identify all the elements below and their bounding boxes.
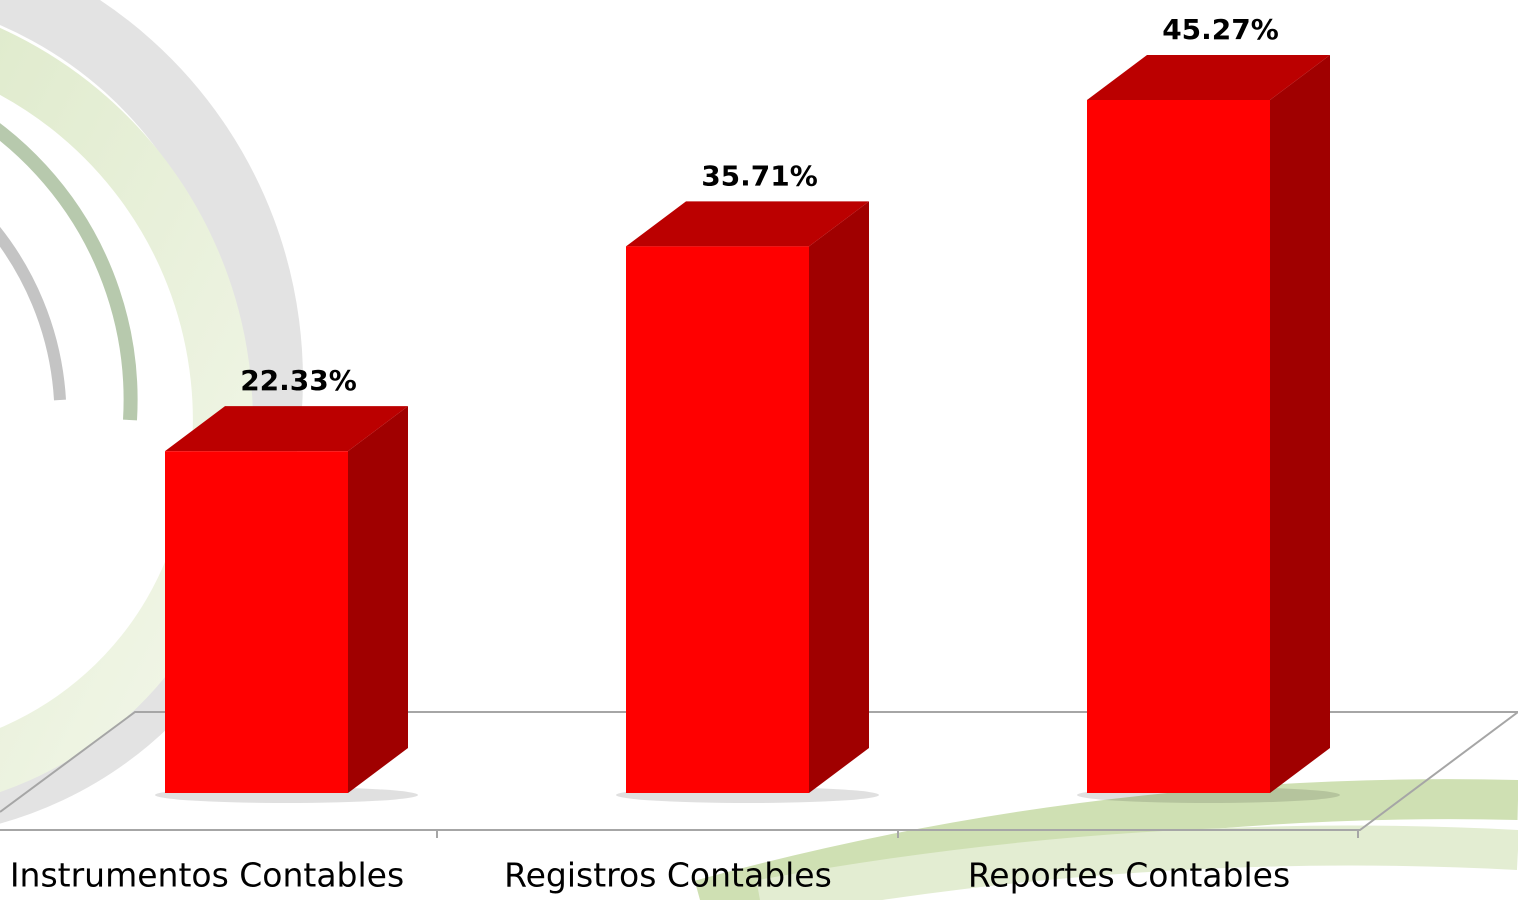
bar-top — [1087, 55, 1330, 100]
data-label: 22.33% — [240, 364, 357, 397]
bar — [1087, 100, 1270, 793]
bar-side — [1270, 55, 1330, 793]
x-tick-label: Instrumentos Contables — [10, 856, 404, 895]
bar-top — [165, 406, 408, 452]
x-tick-label: Reportes Contables — [968, 856, 1290, 895]
bar — [165, 451, 348, 793]
data-label: 35.71% — [701, 159, 818, 192]
data-label: 45.27% — [1162, 13, 1279, 46]
x-tick-label: Registros Contables — [504, 856, 832, 895]
floor — [0, 711, 1518, 838]
bar-side — [348, 406, 408, 793]
bar-top — [626, 201, 869, 247]
bar — [626, 246, 809, 793]
bar-side — [809, 201, 869, 793]
